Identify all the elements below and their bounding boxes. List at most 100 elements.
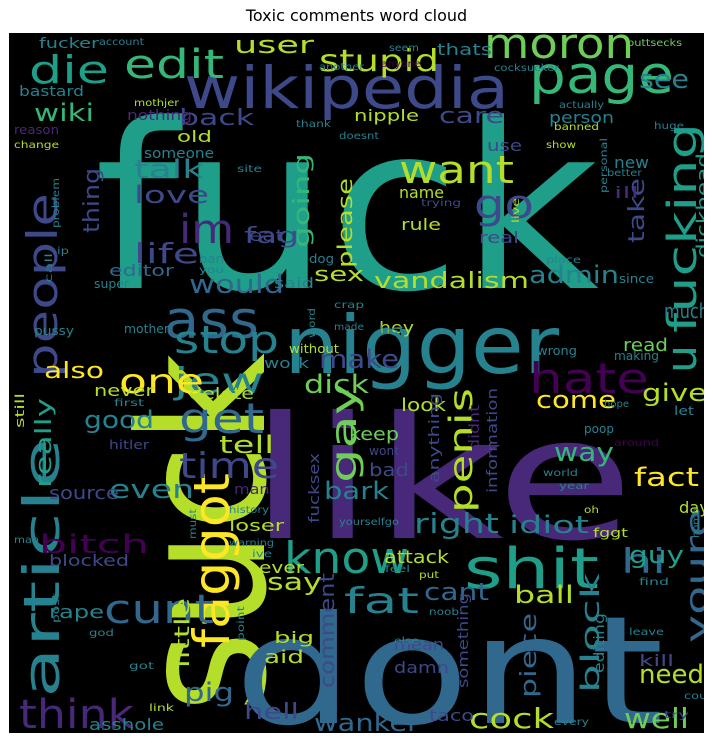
word-taco: taco bbox=[429, 706, 474, 725]
word-fucker: fucker bbox=[39, 36, 99, 52]
word-fact: fact bbox=[634, 463, 699, 493]
word-come: come bbox=[536, 386, 616, 414]
word-delete: delete bbox=[189, 384, 254, 403]
word-point: point bbox=[236, 606, 247, 641]
word-seem: seem bbox=[389, 43, 419, 54]
word-big: big bbox=[274, 628, 314, 647]
word-first: first bbox=[114, 398, 144, 409]
word-cocksucker: cocksucker bbox=[494, 63, 560, 74]
word-last: last bbox=[379, 325, 404, 336]
word-thing: thing bbox=[80, 168, 105, 233]
word-year: year bbox=[559, 481, 590, 492]
word-life: life bbox=[134, 237, 199, 270]
word-wrong: wrong bbox=[537, 344, 577, 358]
word-ever: ever bbox=[259, 558, 305, 577]
word-u: u bbox=[657, 345, 704, 373]
word-good: good bbox=[84, 406, 154, 434]
word-im: im bbox=[179, 207, 234, 253]
word-fuck: fuck bbox=[94, 76, 599, 343]
word-comment: comment bbox=[315, 573, 339, 688]
word-ass: ass bbox=[164, 291, 259, 351]
word-stupid: stupid bbox=[319, 44, 439, 79]
word-cloud: fuck suck like dont nigger wikipedia page shit a… bbox=[9, 33, 704, 733]
word-anything: anything bbox=[427, 393, 443, 483]
word-real: real bbox=[479, 228, 519, 247]
word-site: site bbox=[237, 164, 262, 175]
word-dickhead: dickhead bbox=[693, 153, 704, 258]
word-youre: youre bbox=[680, 508, 704, 643]
word-please: please bbox=[333, 178, 357, 268]
word-user: user bbox=[234, 33, 314, 59]
word-huge: huge bbox=[654, 121, 684, 132]
word-cant: cant bbox=[424, 578, 489, 606]
word-reason: reason bbox=[14, 123, 59, 137]
word-back: back bbox=[179, 106, 254, 131]
word-look: look bbox=[401, 395, 447, 416]
word-one: one bbox=[119, 362, 204, 402]
word-got: got bbox=[129, 661, 154, 672]
word-dog: dog bbox=[309, 252, 334, 266]
word-mean: mean bbox=[394, 635, 444, 654]
word-edit: edit bbox=[124, 42, 224, 88]
word-penis: penis bbox=[442, 388, 480, 513]
word-need: need bbox=[639, 660, 704, 690]
word-vandalism: vandalism bbox=[374, 269, 529, 294]
word-better: better bbox=[607, 168, 643, 179]
word-well: well bbox=[624, 702, 689, 733]
word-another: another bbox=[319, 62, 365, 73]
word-idiot: idiot bbox=[509, 511, 589, 539]
word-hi: hi bbox=[621, 542, 666, 582]
word-bitch: bitch bbox=[39, 530, 149, 560]
word-something: something bbox=[456, 593, 472, 688]
word-going: going bbox=[290, 153, 315, 248]
word-talk: talk bbox=[134, 155, 204, 185]
word-hell: hell bbox=[244, 700, 299, 725]
word-faggot: faggot bbox=[183, 473, 241, 648]
word-think: think bbox=[19, 692, 135, 733]
word-fag: fag bbox=[244, 224, 299, 249]
word-anyone: anyone bbox=[381, 59, 421, 70]
word-let: let bbox=[674, 404, 694, 418]
word-fggt: fggt bbox=[593, 526, 628, 540]
word-wanker: wanker bbox=[314, 709, 419, 733]
word-editing: editing bbox=[592, 613, 608, 673]
word-go: go bbox=[474, 182, 534, 228]
word-say: say bbox=[267, 568, 322, 596]
word-get: get bbox=[179, 394, 264, 443]
word-ban: ban bbox=[199, 252, 224, 266]
word-account: account bbox=[99, 37, 144, 48]
word-warning: warning bbox=[229, 538, 274, 549]
word-rule: rule bbox=[401, 215, 441, 234]
word-post: post bbox=[51, 593, 62, 623]
word-could: could bbox=[684, 691, 704, 702]
word-die: die bbox=[29, 48, 109, 92]
word-work: work bbox=[264, 356, 310, 372]
word-link: link bbox=[149, 703, 174, 714]
word-know: know bbox=[284, 533, 409, 584]
word-dick: dick bbox=[304, 370, 369, 400]
word-word: word bbox=[307, 308, 318, 338]
word-problem: problem bbox=[51, 178, 62, 228]
word-hey: hey bbox=[379, 318, 414, 337]
word-bastard: bastard bbox=[19, 84, 84, 100]
word-trying: trying bbox=[421, 198, 461, 209]
word-nipple: nipple bbox=[354, 106, 419, 125]
word-didnt: didnt bbox=[467, 404, 483, 450]
word-old: old bbox=[177, 127, 212, 146]
word-day: day bbox=[679, 498, 704, 517]
word-making: making bbox=[614, 349, 659, 363]
word-man: man bbox=[14, 535, 39, 546]
word-new: new bbox=[614, 153, 649, 172]
word-moron: moron bbox=[484, 33, 634, 68]
word-oh: oh bbox=[584, 505, 599, 516]
word-guy: guy bbox=[629, 541, 684, 569]
word-history: history bbox=[229, 505, 269, 516]
word-place: place bbox=[546, 255, 581, 266]
word-information: information bbox=[485, 388, 501, 493]
word-much: much bbox=[664, 299, 704, 323]
word-piece: piece bbox=[517, 613, 542, 698]
word-world: world bbox=[543, 468, 578, 479]
word-thank: thank bbox=[296, 119, 331, 130]
word-change: change bbox=[14, 140, 59, 151]
